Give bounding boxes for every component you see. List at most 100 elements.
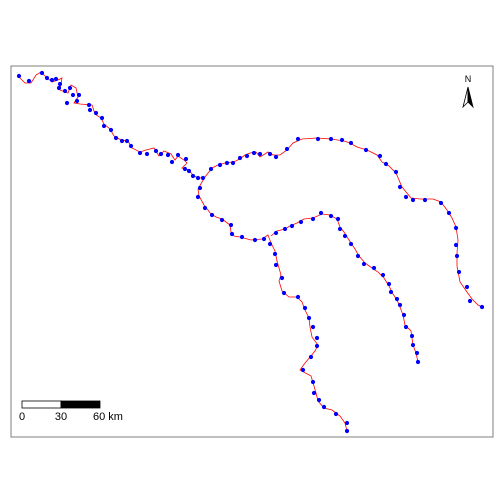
station-point (209, 212, 215, 218)
station-point (76, 92, 82, 98)
station-point (456, 269, 462, 275)
station-point (453, 225, 459, 231)
station-point (153, 148, 159, 154)
station-point (410, 342, 416, 348)
station-point (393, 169, 399, 175)
station-point (284, 146, 290, 152)
station-point (251, 150, 257, 156)
station-point (228, 222, 234, 228)
station-point (49, 77, 55, 83)
station-point (39, 70, 45, 76)
station-point (401, 312, 407, 318)
station-point (295, 136, 301, 142)
station-point (422, 197, 428, 203)
station-point (438, 200, 444, 206)
station-point (348, 140, 354, 146)
station-point (26, 78, 32, 84)
scale-bar-tick-60: 60 km (93, 411, 123, 423)
station-point (229, 231, 235, 237)
station-point (261, 236, 267, 242)
station-point (371, 265, 377, 271)
station-point (388, 289, 394, 295)
station-point (446, 210, 452, 216)
scale-bar-segment-2 (60, 400, 101, 409)
station-point (409, 333, 415, 339)
station-point (344, 420, 350, 426)
station-point (64, 100, 70, 106)
station-point (175, 152, 181, 158)
station-point (394, 296, 400, 302)
scale-bar-segment-1 (21, 400, 62, 409)
station-point (158, 151, 164, 157)
station-point (315, 136, 321, 142)
station-point (239, 234, 245, 240)
station-point (165, 152, 171, 158)
station-point (344, 428, 350, 434)
station-point (219, 217, 225, 223)
station-point (310, 216, 316, 222)
station-point (348, 241, 354, 247)
station-point (454, 253, 460, 259)
station-point (87, 107, 93, 113)
station-point (415, 359, 421, 365)
station-point (186, 168, 192, 174)
station-point (70, 92, 76, 98)
station-point (363, 147, 369, 153)
station-point (306, 315, 312, 321)
station-point (272, 251, 278, 257)
river-segment-2 (204, 137, 485, 309)
station-point (355, 253, 361, 259)
station-point (339, 137, 345, 143)
station-point (101, 123, 107, 129)
station-point (113, 135, 119, 141)
station-point (386, 281, 392, 287)
station-point (337, 226, 343, 232)
station-point (308, 354, 314, 360)
station-point (200, 175, 206, 181)
station-point (314, 335, 320, 341)
map-frame-border (10, 65, 494, 438)
station-points (16, 70, 485, 434)
station-point (128, 143, 134, 149)
station-point (244, 153, 250, 159)
station-point (328, 136, 334, 142)
station-point (169, 159, 175, 165)
station-point (267, 241, 273, 247)
station-point (44, 75, 50, 81)
station-point (453, 242, 459, 248)
station-point (208, 166, 214, 172)
station-point (397, 302, 403, 308)
station-point (289, 223, 295, 229)
station-point (282, 226, 288, 232)
station-point (335, 216, 341, 222)
station-point (298, 219, 304, 225)
station-point (124, 138, 130, 144)
station-point (86, 102, 92, 108)
station-point (414, 350, 420, 356)
scale-bar-tick-0: 0 (19, 411, 25, 423)
station-point (119, 138, 125, 144)
station-point (321, 404, 327, 410)
station-point (56, 85, 62, 91)
station-point (144, 151, 150, 157)
station-point (467, 298, 473, 304)
station-point (252, 237, 258, 243)
station-point (281, 290, 287, 296)
station-point (57, 81, 63, 87)
station-point (361, 261, 367, 267)
station-point (314, 343, 320, 349)
station-point (295, 294, 301, 300)
station-point (108, 127, 114, 133)
station-point (316, 397, 322, 403)
north-arrow: N (462, 74, 474, 109)
station-point (137, 150, 143, 156)
north-arrow-label: N (465, 74, 472, 84)
station-point (195, 175, 201, 181)
station-point (195, 194, 201, 200)
station-point (273, 230, 279, 236)
station-point (310, 379, 316, 385)
station-point (273, 154, 279, 160)
station-point (410, 197, 416, 203)
station-point (62, 88, 68, 94)
